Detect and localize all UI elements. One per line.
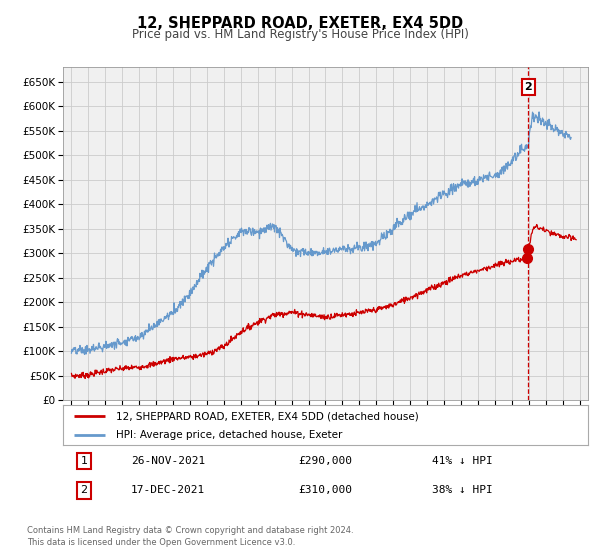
Text: 2: 2 (524, 82, 532, 92)
Text: 26-NOV-2021: 26-NOV-2021 (131, 456, 205, 466)
Text: HPI: Average price, detached house, Exeter: HPI: Average price, detached house, Exet… (115, 430, 342, 440)
Text: This data is licensed under the Open Government Licence v3.0.: This data is licensed under the Open Gov… (27, 538, 295, 547)
Text: 2: 2 (80, 486, 88, 496)
Text: 41% ↓ HPI: 41% ↓ HPI (431, 456, 493, 466)
Text: £290,000: £290,000 (299, 456, 353, 466)
Text: Price paid vs. HM Land Registry's House Price Index (HPI): Price paid vs. HM Land Registry's House … (131, 28, 469, 41)
Text: 17-DEC-2021: 17-DEC-2021 (131, 486, 205, 496)
Text: 38% ↓ HPI: 38% ↓ HPI (431, 486, 493, 496)
Text: 12, SHEPPARD ROAD, EXETER, EX4 5DD: 12, SHEPPARD ROAD, EXETER, EX4 5DD (137, 16, 463, 31)
Text: Contains HM Land Registry data © Crown copyright and database right 2024.: Contains HM Land Registry data © Crown c… (27, 526, 353, 535)
Text: 1: 1 (80, 456, 88, 466)
Text: £310,000: £310,000 (299, 486, 353, 496)
Text: 12, SHEPPARD ROAD, EXETER, EX4 5DD (detached house): 12, SHEPPARD ROAD, EXETER, EX4 5DD (deta… (115, 411, 418, 421)
